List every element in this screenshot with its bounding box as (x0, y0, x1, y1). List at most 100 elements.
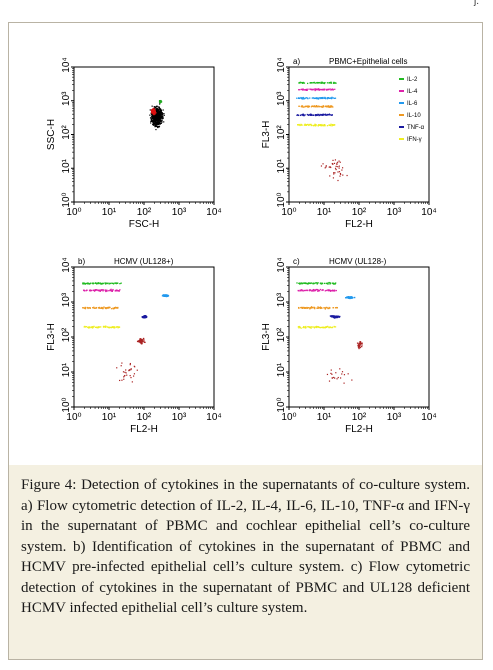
event-dot (348, 297, 351, 299)
event-dot (322, 105, 325, 107)
event-dot (327, 105, 329, 107)
event-dot (155, 117, 158, 120)
event-dot (153, 123, 155, 125)
legend-swatch (399, 126, 404, 128)
event-dot (328, 306, 330, 309)
event-dot (321, 123, 323, 126)
event-dot (162, 116, 164, 118)
event-dot (152, 124, 155, 126)
event-dot (298, 326, 301, 328)
event-dot (156, 110, 158, 112)
event-dot (155, 122, 157, 124)
event-dot (125, 369, 127, 371)
event-dot (321, 97, 323, 100)
event-dot (307, 123, 309, 126)
event-dot (304, 88, 306, 91)
event-dot (307, 105, 309, 108)
event-dot (326, 82, 329, 84)
event-dot (329, 124, 332, 127)
event-dot (159, 111, 161, 113)
event-dot (303, 82, 306, 84)
y-axis-label: FL3-H (261, 323, 272, 351)
x-tick-label: 10⁰ (66, 207, 81, 218)
event-dot (326, 105, 328, 107)
x-tick-label: 10² (137, 207, 152, 218)
event-dot (149, 114, 151, 116)
event-dot (338, 316, 340, 318)
event-dot (330, 369, 332, 371)
event-dot (298, 307, 300, 309)
panel-corner-label: a) (293, 57, 300, 66)
event-dot (331, 125, 333, 127)
event-dot (302, 326, 304, 329)
event-dot (337, 171, 339, 173)
event-dot (95, 307, 97, 309)
event-dot (346, 174, 348, 177)
x-tick-label: 10¹ (317, 412, 332, 423)
event-dot (163, 121, 165, 123)
event-dot (332, 289, 335, 292)
event-dot (316, 326, 318, 328)
event-dot (298, 82, 300, 84)
event-dot (332, 177, 335, 179)
event-dot (321, 88, 323, 91)
panel-b-hcmv-ul128-plus: 10⁰ 10¹ 10² 10³ 10⁴ 10⁰ 10¹ 10² 10³ 10⁴ FL2-H FL3-H… (46, 257, 222, 435)
event-dot (159, 114, 162, 116)
event-dot (89, 289, 91, 291)
debris-events (356, 341, 363, 350)
event-dot (129, 364, 131, 366)
event-dot (305, 105, 307, 107)
event-dot (119, 282, 121, 285)
event-dot (305, 289, 307, 291)
event-dot (155, 120, 158, 122)
event-dot (142, 340, 144, 343)
event-dot (158, 116, 160, 119)
y-tick-label: 10² (276, 125, 287, 140)
event-dot (299, 290, 301, 292)
event-dot (162, 109, 164, 111)
event-dot (310, 106, 313, 108)
event-dot (333, 376, 335, 379)
event-dot (159, 113, 161, 115)
event-dot (157, 123, 160, 126)
band-il10 (297, 306, 338, 310)
event-dot (116, 367, 118, 369)
event-dot (115, 282, 117, 284)
event-dot (152, 108, 154, 111)
event-dot (317, 97, 320, 99)
x-tick-label: 10⁴ (421, 412, 436, 423)
event-dot (300, 88, 302, 91)
event-dot (128, 369, 131, 371)
event-dot (157, 106, 159, 108)
event-dot (326, 88, 328, 91)
event-dot (154, 126, 156, 128)
event-dot (306, 82, 309, 85)
event-dot (311, 105, 313, 107)
panel-corner-label: c) (293, 257, 300, 266)
event-dot (156, 125, 158, 127)
event-dot (125, 372, 127, 374)
event-dot (314, 125, 317, 127)
x-axis-label: FSC-H (129, 219, 160, 230)
event-dot (298, 89, 300, 91)
event-dot (156, 120, 158, 122)
plot-frame (73, 266, 215, 408)
y-tick-label: 10¹ (276, 158, 287, 173)
event-dot (156, 121, 158, 124)
event-dot (336, 315, 338, 317)
event-dot (145, 316, 148, 318)
legend-label: IL-6 (407, 101, 418, 107)
event-dot (308, 307, 310, 309)
x-tick-label: 10³ (387, 207, 402, 218)
event-dot (143, 340, 145, 342)
event-dot (304, 97, 306, 100)
event-dot (107, 307, 109, 309)
event-dot (325, 97, 327, 99)
event-dot (303, 282, 305, 285)
header-mark: j. (474, 0, 479, 7)
event-dot (306, 97, 308, 99)
event-dot (343, 382, 345, 384)
event-dot (337, 376, 339, 379)
event-dot (110, 288, 112, 291)
event-dot (150, 120, 153, 122)
